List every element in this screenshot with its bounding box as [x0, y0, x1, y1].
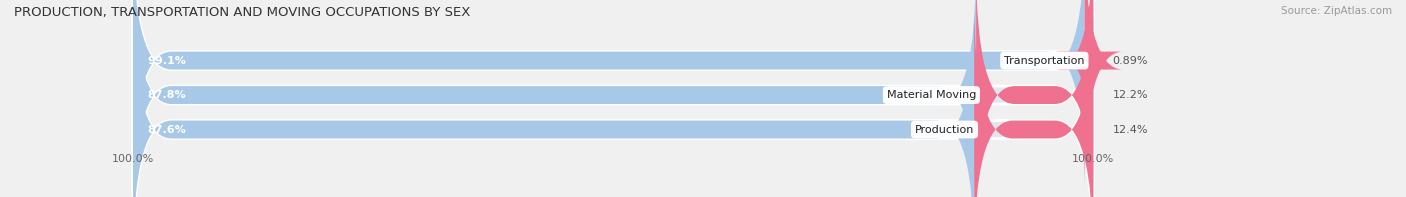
Text: 100.0%: 100.0% [112, 154, 155, 164]
Text: Production: Production [915, 125, 974, 135]
FancyBboxPatch shape [134, 0, 1094, 197]
FancyBboxPatch shape [134, 0, 976, 197]
Text: 99.1%: 99.1% [148, 56, 187, 66]
FancyBboxPatch shape [134, 0, 1094, 190]
FancyBboxPatch shape [134, 1, 1094, 197]
FancyBboxPatch shape [976, 0, 1094, 197]
FancyBboxPatch shape [134, 0, 1084, 190]
Text: 0.89%: 0.89% [1112, 56, 1147, 66]
Text: 100.0%: 100.0% [1073, 154, 1115, 164]
Text: 12.2%: 12.2% [1112, 90, 1147, 100]
Text: 12.4%: 12.4% [1112, 125, 1147, 135]
Text: PRODUCTION, TRANSPORTATION AND MOVING OCCUPATIONS BY SEX: PRODUCTION, TRANSPORTATION AND MOVING OC… [14, 6, 471, 19]
Text: Material Moving: Material Moving [887, 90, 976, 100]
Text: Transportation: Transportation [1004, 56, 1084, 66]
FancyBboxPatch shape [974, 1, 1094, 197]
Text: Source: ZipAtlas.com: Source: ZipAtlas.com [1281, 6, 1392, 16]
FancyBboxPatch shape [134, 1, 974, 197]
Text: 87.8%: 87.8% [148, 90, 186, 100]
FancyBboxPatch shape [1054, 0, 1123, 190]
Text: 87.6%: 87.6% [148, 125, 186, 135]
